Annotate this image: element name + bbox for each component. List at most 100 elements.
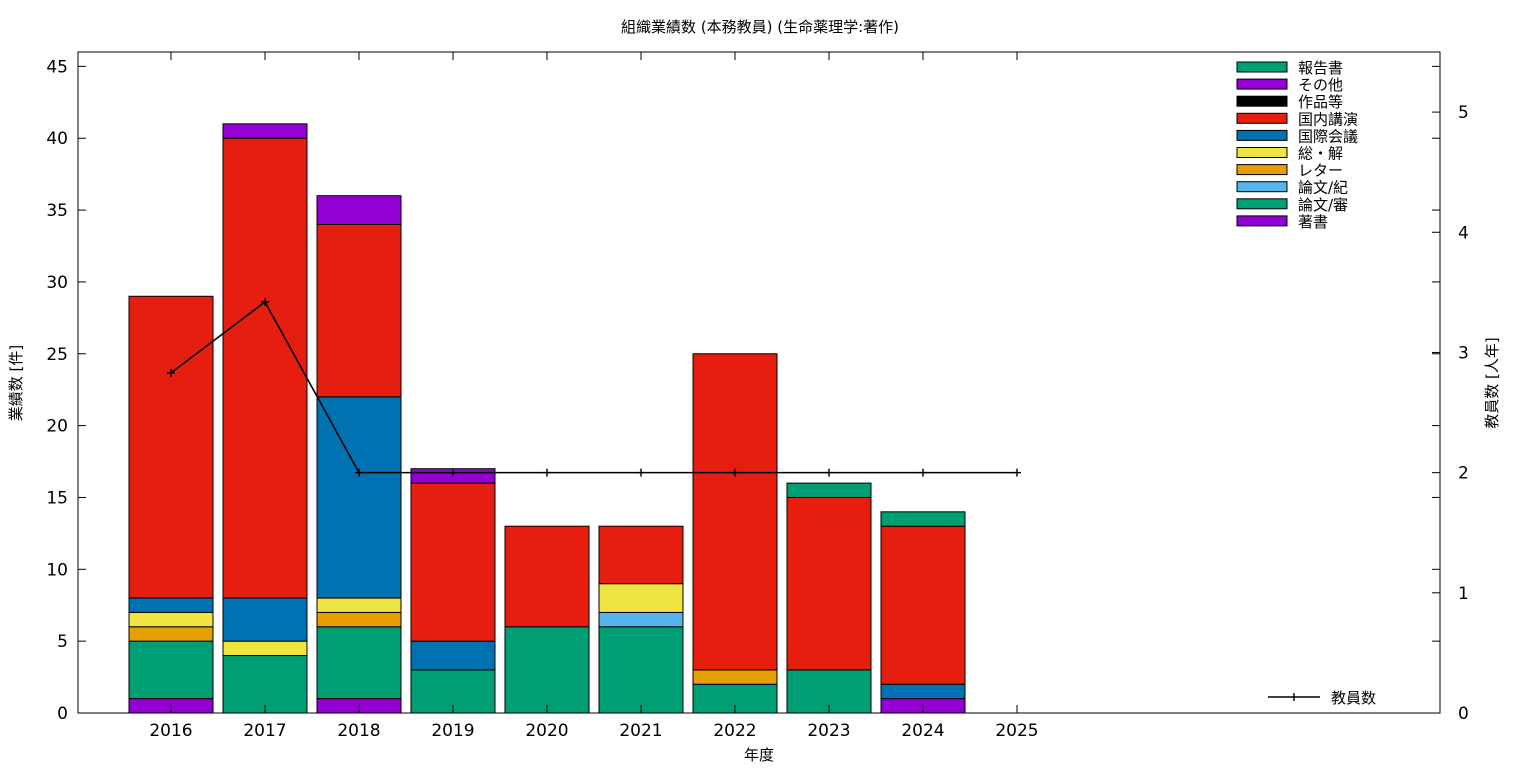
y2-tick-label: 2 [1458,464,1469,484]
legend-label: 国際会議 [1298,127,1358,145]
legend-label: 作品等 [1298,93,1343,111]
legend-label: その他 [1298,76,1343,94]
legend-item-line: 教員数 [1268,689,1376,707]
legend-swatch [1236,215,1288,227]
bar-segment-2021-2 [598,611,684,628]
y2-tick-label: 1 [1458,584,1469,604]
bar-segment-2018-8 [316,195,402,225]
y-tick-label: 20 [46,417,68,437]
bar-segment-2016-1 [128,640,214,700]
line-point-2020 [543,468,551,477]
x-tick-label-2019: 2019 [431,721,474,741]
bar-segment-2018-1 [316,626,402,700]
bar-segment-2021-6 [598,525,684,585]
bar-segment-2023-6 [786,496,872,671]
y-tick-label: 10 [46,560,68,580]
bar-segment-2017-4 [222,640,308,657]
line-legend: 教員数 [1268,689,1376,707]
x-tick-label-2025: 2025 [995,721,1038,741]
x-tick-label-2020: 2020 [525,721,568,741]
legend-swatch [1236,112,1288,124]
y-tick-label: 30 [46,273,68,293]
bar-segment-2021-4 [598,583,684,613]
legend-swatch [1236,129,1288,141]
legend-item-6: レター [1236,162,1343,180]
y-tick-label: 45 [46,57,68,77]
y2-axis: 0 1 2 3 4 5 [1432,103,1469,724]
bar-segment-2021-1 [598,626,684,714]
bars-layer [128,123,966,714]
x-axis-label: 年度 [744,746,774,764]
bar-segment-2024-6 [880,525,966,685]
bar-segment-2016-6 [128,295,214,599]
legend-swatch [1236,198,1288,210]
plot-frame [77,51,1441,714]
y-tick-label: 40 [46,129,68,149]
line-point-2019 [449,468,457,477]
bar-segment-2017-8 [222,123,308,139]
y2-tick-label: 0 [1458,704,1469,724]
legend-label: 論文/審 [1298,196,1348,214]
chart-title: 組織業績数 (本務教員) (生命薬理学:著作) [621,18,899,36]
bar-segment-2023-9 [786,482,872,498]
y-tick-label: 15 [46,488,68,508]
bar-segment-2018-5 [316,396,402,599]
legend-swatch [1236,61,1288,73]
legend-label: 総・解 [1298,145,1343,163]
legend-item-8: 論文/審 [1236,196,1348,214]
legend-item-9: 著書 [1236,213,1328,231]
y2-tick-label: 4 [1458,223,1469,243]
legend-item-1: その他 [1236,76,1343,94]
legend-swatch [1236,95,1288,107]
line-point-2022 [731,468,739,477]
line-point-2023 [825,468,833,477]
legend-swatch [1236,181,1288,193]
x-tick-label-2024: 2024 [901,721,944,741]
line-point-2017 [261,297,269,306]
legend-label: レター [1298,162,1343,180]
y-tick-label: 25 [46,345,68,365]
y-tick-label: 0 [57,704,68,724]
bar-segment-2018-6 [316,223,402,398]
y-axis: 0 5 10 15 20 25 30 35 40 45 [46,57,1440,724]
line-point-2016 [167,368,175,377]
legend-label: 著書 [1298,213,1328,231]
x-tick-label-2017: 2017 [243,721,286,741]
legend-item-3: 国内講演 [1236,110,1358,128]
bar-segment-2017-5 [222,597,308,642]
bar-segment-2016-3 [128,626,214,642]
legend-swatch [1236,147,1288,158]
line-point-2021 [637,468,645,477]
legend-label-line: 教員数 [1331,689,1376,707]
bar-segment-2019-5 [410,640,496,671]
bar-segment-2022-3 [692,669,778,685]
legend-swatch [1236,78,1288,90]
y-tick-label: 5 [57,632,68,652]
x-tick-label-2022: 2022 [713,721,756,741]
bar-segment-2020-1 [504,626,590,714]
y-axis-label: 業績数 [件] [7,345,25,421]
bar-segment-2020-6 [504,525,590,628]
x-tick-label-2023: 2023 [807,721,850,741]
bar-segment-2017-1 [222,655,308,714]
bar-segment-2019-6 [410,482,496,642]
y2-tick-label: 5 [1458,103,1469,123]
x-tick-label-2021: 2021 [619,721,662,741]
bar-segment-2016-5 [128,597,214,613]
legend-swatch [1236,164,1288,176]
bar-segment-2024-9 [880,511,966,527]
y2-axis-label: 教員数 [人年] [1483,337,1501,428]
x-tick-label-2018: 2018 [337,721,380,741]
line-layer [167,297,1021,477]
bar-segment-2024-5 [880,683,966,700]
legend-item-5: 総・解 [1236,145,1343,163]
legend-label: 報告書 [1298,59,1343,77]
legend-item-2: 作品等 [1236,93,1343,111]
bar-segment-2022-6 [692,353,778,671]
x-tick-label-2016: 2016 [149,721,192,741]
bar-segment-2018-4 [316,597,402,613]
y2-tick-label: 3 [1458,343,1469,363]
legend-label: 論文/紀 [1298,179,1348,197]
